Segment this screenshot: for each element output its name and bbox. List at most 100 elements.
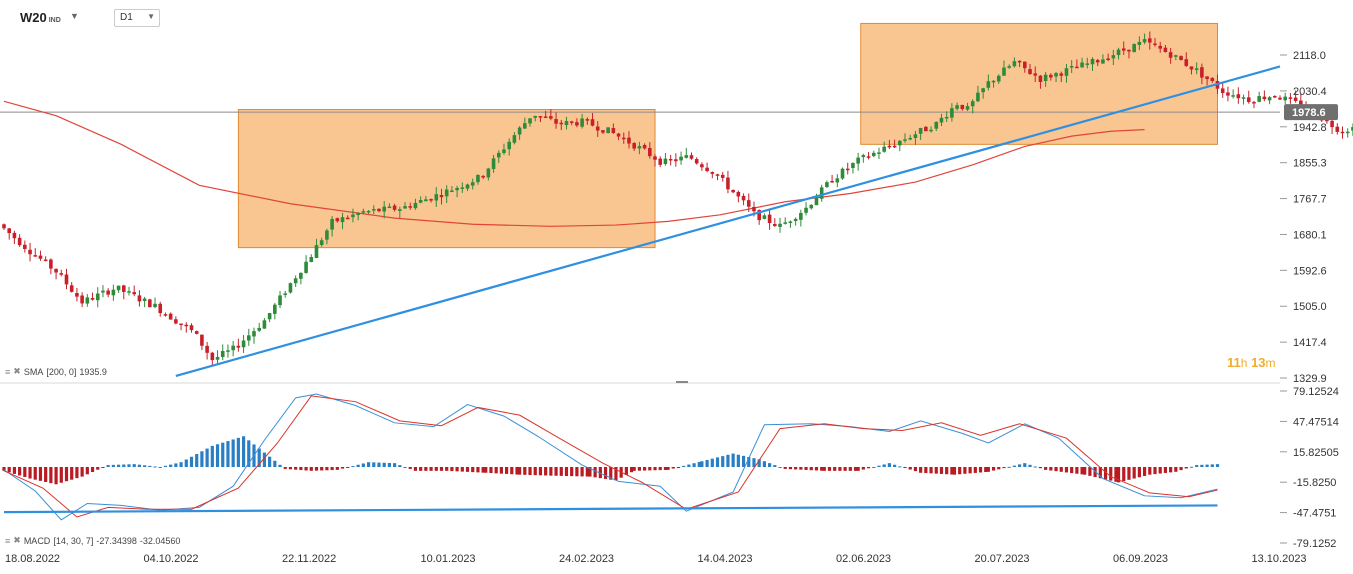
y-tick-label: 1767.7 [1293, 194, 1327, 206]
timeframe-select[interactable]: D1 ▼ [114, 9, 160, 27]
macd-histogram-bar [752, 458, 756, 468]
candle-body [715, 174, 720, 176]
candle-body [205, 345, 209, 353]
candle-body [648, 147, 652, 157]
macd-histogram-bar [499, 467, 503, 474]
macd-histogram-bar [788, 467, 793, 470]
candle-body [700, 164, 704, 168]
macd-histogram-bar [241, 436, 246, 467]
macd-histogram-bar [377, 462, 381, 467]
candle-body [309, 257, 314, 263]
macd-histogram-bar [687, 464, 691, 468]
macd-trendline [3, 504, 1218, 514]
macd-histogram-bar [403, 467, 407, 469]
candle-body [799, 212, 803, 220]
candle-body [627, 137, 631, 144]
macd-histogram-bar [1174, 467, 1178, 472]
candle-body [752, 206, 756, 212]
candle-body [663, 158, 668, 165]
candle-body [392, 205, 397, 210]
drag-icon[interactable]: ≡ [5, 366, 11, 377]
candle-body [835, 178, 840, 183]
candle-body [1132, 44, 1136, 53]
symbol-selector[interactable]: W20 IND [20, 10, 61, 25]
macd-histogram-bar [283, 467, 287, 469]
y-tick-label: 1855.3 [1293, 158, 1327, 170]
candle-body [1210, 78, 1215, 82]
countdown-minutes-unit: m [1265, 356, 1276, 370]
macd-histogram-bar [445, 467, 449, 471]
symbol-sub-label: IND [48, 17, 61, 24]
candle-body [111, 289, 116, 296]
macd-histogram-bar [179, 462, 183, 468]
macd-histogram-bar [1200, 464, 1204, 468]
candle-body [778, 223, 782, 227]
candle-body [1017, 60, 1022, 63]
candle-body [705, 167, 709, 172]
candle-body [674, 159, 678, 162]
candle-body [168, 313, 173, 320]
candle-body [918, 128, 923, 134]
candle-body [325, 230, 329, 240]
macd-histogram-bar [736, 454, 740, 468]
macd-histogram-bar [773, 465, 777, 468]
y-tick-label: 1592.6 [1293, 265, 1327, 277]
candle-body [33, 255, 38, 257]
x-tick-label: 02.06.2023 [836, 553, 891, 565]
candle-body [1205, 76, 1209, 80]
macd-histogram-bar [671, 467, 675, 469]
candle-body [340, 217, 345, 223]
macd-histogram-bar [1137, 467, 1141, 478]
candle-body [299, 272, 303, 279]
macd-histogram-bar [973, 467, 977, 473]
macd-histogram-bar [356, 464, 360, 468]
candle-body [882, 146, 886, 152]
macd-histogram-bar [700, 461, 704, 468]
close-icon[interactable]: ✖ [13, 535, 21, 545]
candle-body [38, 255, 43, 259]
candle-body [684, 155, 689, 158]
candle-body [726, 177, 730, 190]
macd-histogram-bar [481, 467, 485, 473]
macd-histogram-bar [372, 462, 376, 468]
candle-body [418, 199, 423, 203]
close-icon[interactable]: ✖ [13, 366, 21, 376]
macd-histogram-bar [476, 467, 480, 473]
symbol-label: W20 [20, 10, 47, 25]
macd-histogram-bar [158, 467, 162, 469]
macd-histogram-bar [783, 467, 787, 469]
macd-histogram-bar [609, 467, 613, 480]
macd-tick-label: -15.8250 [1293, 477, 1336, 489]
candle-body [278, 295, 282, 306]
macd-histogram-bar [304, 467, 308, 471]
macd-histogram-bar [559, 467, 563, 476]
macd-histogram-bar [843, 467, 847, 471]
macd-label: MACD [23, 535, 51, 546]
candle-body [371, 209, 376, 211]
candle-body [845, 168, 850, 171]
candle-body [137, 295, 142, 302]
candle-body [934, 121, 939, 129]
macd-histogram-bar [96, 467, 100, 470]
macd-histogram-bar [593, 467, 597, 478]
drag-icon[interactable]: ≡ [5, 535, 11, 546]
sma-params: [200, 0] [46, 366, 77, 377]
candle-body [1168, 52, 1173, 58]
candle-body [210, 352, 215, 361]
macd-histogram-bar [153, 466, 157, 468]
symbol-dropdown-icon[interactable]: ▼ [70, 11, 79, 21]
y-tick-label: 1680.1 [1293, 229, 1327, 241]
candle-body [491, 158, 496, 170]
candle-body [246, 335, 251, 341]
macd-histogram-bar [471, 467, 475, 473]
macd-histogram-bar [1028, 464, 1032, 468]
countdown-hours: 11 [1227, 355, 1241, 370]
candle-body [986, 81, 991, 88]
macd-histogram-bar [1080, 467, 1084, 475]
candle-body [601, 130, 605, 133]
candle-body [1325, 119, 1329, 122]
candle-body [851, 163, 855, 169]
macd-histogram-bar [460, 467, 464, 472]
macd-histogram-bar [2, 467, 6, 471]
